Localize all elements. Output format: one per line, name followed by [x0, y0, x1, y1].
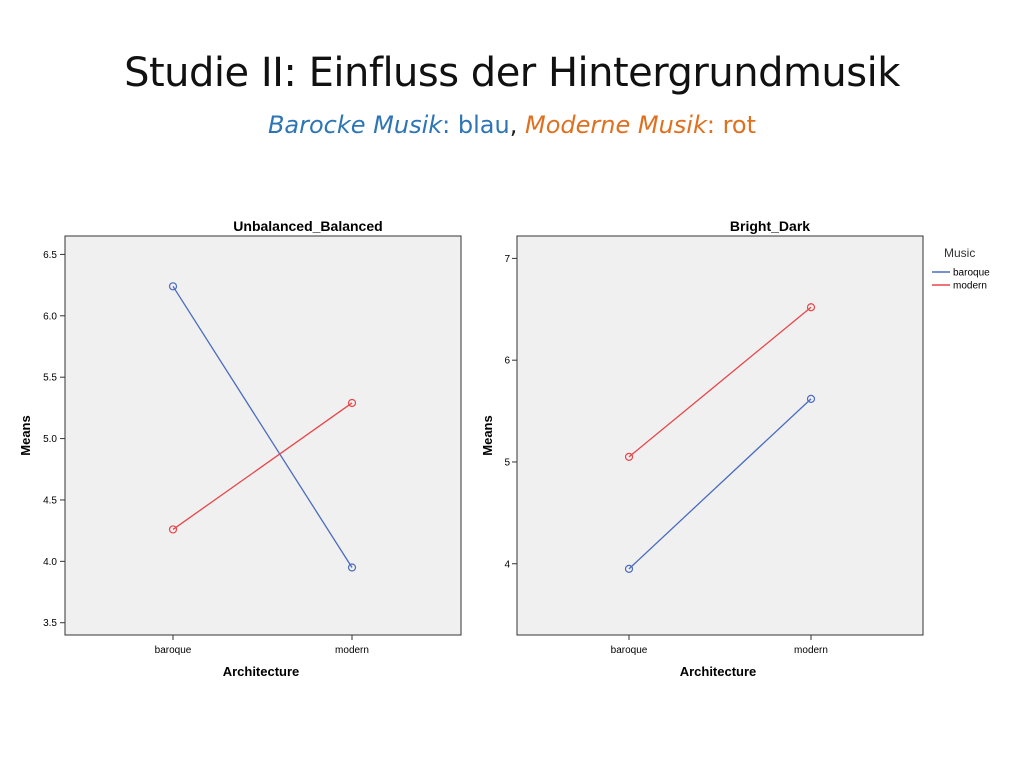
chart2-y-axis-label: Means: [480, 415, 495, 455]
subtitle-modern-label: Moderne Musik: [525, 111, 707, 139]
chart2-xtick-label: baroque: [611, 645, 648, 656]
subtitle-colon-2: :: [706, 111, 715, 139]
chart2-ytick-label: 4: [504, 559, 510, 570]
subtitle-baroque-label: Barocke Musik: [267, 111, 443, 139]
chart1-plot-area: [64, 235, 462, 636]
chart2-ytick-label: 5: [504, 457, 510, 468]
chart1-ytick-label: 5.5: [43, 373, 57, 384]
chart2-plot-area: [516, 235, 924, 636]
chart2-point-modern-baroque: [624, 452, 634, 461]
chart2-xtick-label: modern: [794, 645, 828, 656]
legend-label-baroque: baroque: [953, 268, 990, 279]
chart1-ytick-label: 6.5: [43, 250, 57, 261]
chart1-point-modern-baroque: [168, 525, 178, 534]
chart2-point-baroque-baroque: [624, 564, 634, 573]
chart1-series-line-baroque: [172, 285, 353, 568]
legend-label-modern: modern: [953, 281, 987, 292]
slide-title: Studie II: Einfluss der Hintergrundmusik: [124, 50, 900, 96]
chart1-ytick-label: 3.5: [43, 618, 57, 629]
chart2-title: Bright_Dark: [730, 218, 810, 234]
chart2-x-axis-label: Architecture: [680, 664, 757, 679]
chart1-point-baroque-modern: [347, 563, 357, 572]
chart1-ytick-label: 4.5: [43, 495, 57, 506]
chart2-series-line-modern: [628, 306, 812, 458]
legend-title: Music: [944, 246, 975, 260]
chart1-xtick-label: modern: [335, 645, 369, 656]
subtitle-baroque-color-word: blau: [457, 111, 510, 139]
chart2-series-line-baroque: [628, 398, 812, 570]
chart1-point-modern-modern: [347, 398, 357, 408]
chart2-point-baroque-modern: [806, 394, 816, 403]
subtitle-comma: ,: [509, 111, 518, 139]
chart1-ytick-label: 5.0: [43, 434, 57, 445]
chart1-ytick-label: 6.0: [43, 311, 57, 322]
chart2-ytick-label: 6: [504, 356, 510, 367]
chart2-point-modern-modern: [806, 303, 816, 312]
chart1-title: Unbalanced_Balanced: [233, 218, 382, 234]
chart2-ytick-label: 7: [504, 254, 510, 265]
slide-subtitle: Barocke Musik: blau, Moderne Musik: rot: [0, 111, 1024, 139]
chart1-ytick-label: 4.0: [43, 557, 57, 568]
chart1-point-baroque-baroque: [168, 282, 178, 291]
chart1-xtick-label: baroque: [155, 645, 192, 656]
chart1-x-axis-label: Architecture: [223, 664, 300, 679]
chart1-series-line-modern: [172, 402, 353, 530]
subtitle-modern-color-word: rot: [722, 111, 757, 139]
subtitle-colon-1: :: [442, 111, 451, 139]
chart1-y-axis-label: Means: [18, 415, 33, 455]
